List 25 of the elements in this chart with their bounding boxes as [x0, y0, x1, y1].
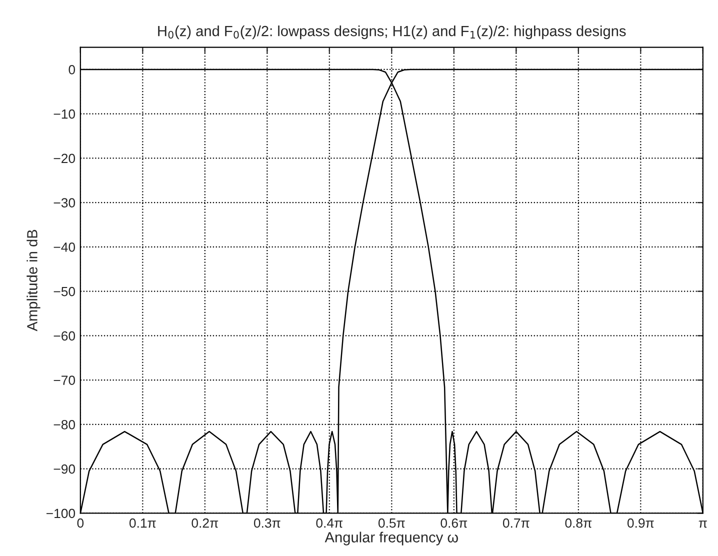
x-tick-label: 0.5π: [378, 518, 405, 528]
x-tick-label: 0.2π: [192, 518, 218, 528]
x-tick-label: 0.7π: [502, 518, 530, 528]
y-tick-label: −40: [54, 242, 76, 252]
x-tick-label: 0.1π: [129, 518, 156, 528]
x-tick-label: π: [698, 520, 707, 528]
y-tick-label: 0: [68, 65, 76, 74]
y-tick-label: −20: [54, 154, 76, 164]
y-tick-label: −80: [54, 420, 76, 430]
y-tick-label: −50: [54, 286, 76, 296]
x-tick-label: 0.9π: [627, 518, 654, 528]
y-tick-label: −100: [46, 508, 76, 518]
y-axis-title: Amplitude in dB: [26, 230, 40, 332]
y-tick-label: −60: [54, 331, 76, 341]
x-tick-label: 0.6π: [440, 518, 468, 528]
x-tick-label: 0.8π: [565, 518, 592, 528]
x-axis-title: Angular frequency ω: [324, 532, 458, 546]
y-tick-label: −30: [54, 198, 76, 208]
x-tick-label: 0.3π: [254, 518, 280, 528]
y-tick-label: −90: [54, 464, 76, 474]
x-tick-label: 0: [77, 518, 84, 528]
y-tick-label: −10: [54, 109, 76, 119]
y-tick-label: −70: [54, 376, 76, 385]
x-tick-label: 0.4π: [316, 518, 343, 528]
chart-title: H$_{0}$(z) and F$_{0}$(z)/2: lowpass designs; H1(z) and F$_{1}$(z)/2: highpass designs: [158, 26, 626, 40]
